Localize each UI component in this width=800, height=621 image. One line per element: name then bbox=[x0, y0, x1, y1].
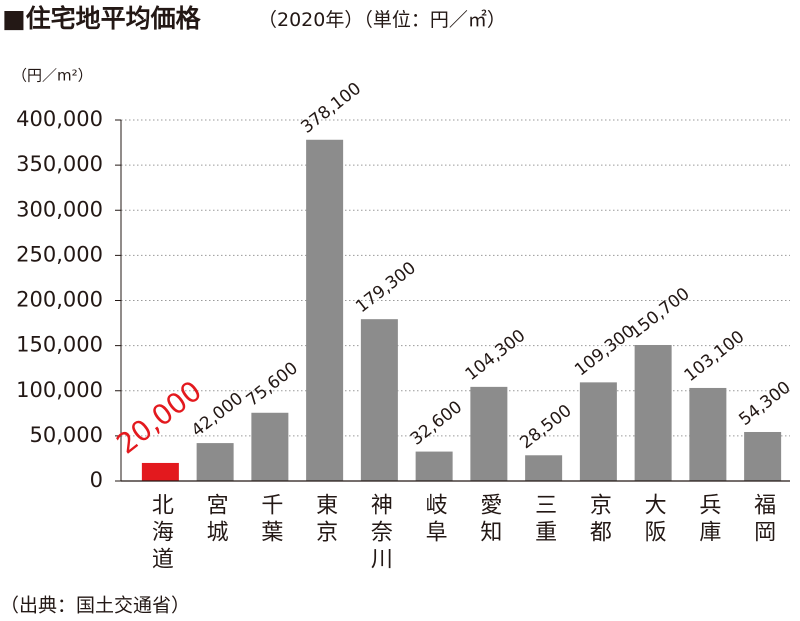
bar bbox=[579, 382, 617, 481]
chart-subtitle: （2020年）（単位：円／㎡） bbox=[258, 8, 506, 31]
value-label: 28,500 bbox=[516, 401, 575, 453]
source-note: （出典：国土交通省） bbox=[0, 595, 190, 617]
y-tick-label: 0 bbox=[90, 468, 103, 492]
x-tick-label: 愛知 bbox=[476, 493, 502, 547]
chart-title: ■住宅地平均価格 bbox=[2, 4, 202, 33]
value-label: 75,600 bbox=[243, 358, 302, 410]
value-label: 150,700 bbox=[626, 284, 694, 343]
x-tick-label: 岐阜 bbox=[422, 493, 447, 547]
x-tick-label: 宮城 bbox=[203, 493, 229, 547]
value-label: 103,100 bbox=[681, 327, 749, 386]
x-tick-label: 兵庫 bbox=[695, 493, 721, 547]
y-tick-label: 350,000 bbox=[16, 152, 103, 176]
y-axis-label: （円／m²） bbox=[12, 67, 93, 85]
y-tick-label: 400,000 bbox=[16, 107, 103, 131]
value-label: 32,600 bbox=[407, 397, 466, 449]
y-tick-label: 250,000 bbox=[16, 242, 103, 266]
bar bbox=[360, 319, 398, 481]
x-tick-label: 三重 bbox=[531, 493, 556, 547]
bar bbox=[470, 386, 508, 481]
value-label: 54,300 bbox=[735, 378, 794, 430]
bar bbox=[141, 462, 179, 481]
bar bbox=[744, 431, 782, 481]
bar bbox=[634, 344, 672, 481]
bar bbox=[525, 455, 563, 481]
y-tick-label: 200,000 bbox=[16, 288, 103, 312]
value-label: 104,300 bbox=[462, 326, 530, 385]
bar bbox=[306, 139, 344, 481]
value-label: 378,100 bbox=[297, 79, 365, 138]
x-tick-label: 東京 bbox=[312, 493, 338, 547]
x-tick-label: 神奈川 bbox=[367, 493, 393, 574]
x-tick-label: 北海道 bbox=[148, 493, 174, 574]
x-tick-label: 福岡 bbox=[750, 493, 776, 547]
y-tick-label: 300,000 bbox=[16, 197, 103, 221]
y-tick-label: 150,000 bbox=[16, 333, 103, 357]
bar bbox=[251, 412, 289, 481]
value-label: 20,000 bbox=[110, 374, 208, 460]
bar bbox=[415, 451, 453, 481]
y-tick-label: 50,000 bbox=[30, 423, 103, 447]
bar bbox=[689, 387, 727, 481]
y-tick-label: 100,000 bbox=[16, 378, 103, 402]
x-tick-label: 大阪 bbox=[641, 493, 667, 547]
bar bbox=[196, 443, 234, 481]
x-tick-label: 京都 bbox=[586, 493, 612, 547]
x-tick-label: 千葉 bbox=[257, 493, 283, 547]
value-label: 179,300 bbox=[352, 258, 420, 317]
